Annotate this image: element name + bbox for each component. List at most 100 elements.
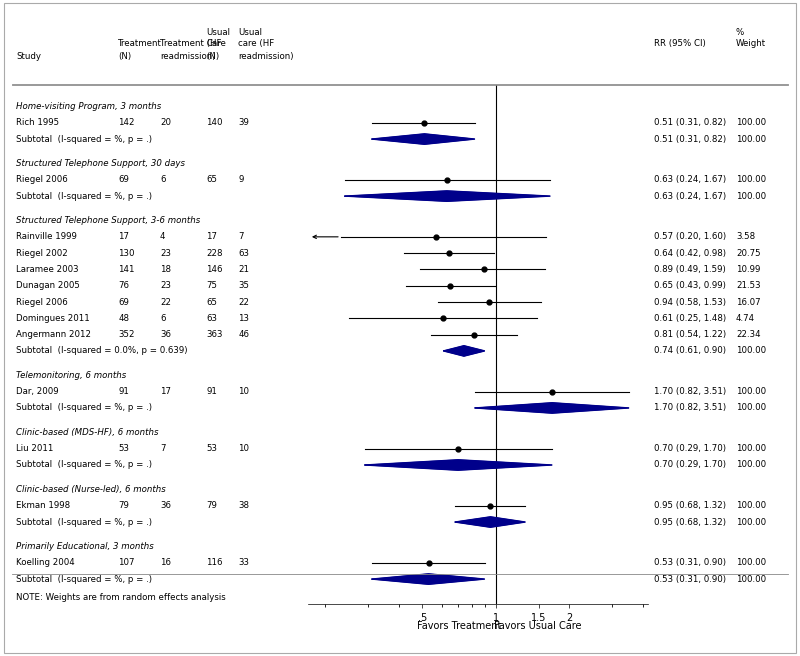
Text: 0.70 (0.29, 1.70): 0.70 (0.29, 1.70) <box>654 444 726 453</box>
Text: Home-visiting Program, 3 months: Home-visiting Program, 3 months <box>16 102 162 111</box>
Text: RR (95% CI): RR (95% CI) <box>654 39 706 49</box>
Text: 53: 53 <box>206 444 218 453</box>
Text: 16.07: 16.07 <box>736 298 761 306</box>
Text: 141: 141 <box>118 265 135 274</box>
Polygon shape <box>372 134 475 144</box>
Text: Liu 2011: Liu 2011 <box>16 444 54 453</box>
Text: Domingues 2011: Domingues 2011 <box>16 314 90 323</box>
Text: 21: 21 <box>238 265 250 274</box>
Text: 0.95 (0.68, 1.32): 0.95 (0.68, 1.32) <box>654 501 726 510</box>
Text: Riegel 2006: Riegel 2006 <box>16 175 68 184</box>
Text: Treatment (HF: Treatment (HF <box>160 39 222 49</box>
Text: 16: 16 <box>160 558 171 567</box>
Text: Study: Study <box>16 52 41 62</box>
Text: 0.61 (0.25, 1.48): 0.61 (0.25, 1.48) <box>654 314 726 323</box>
Text: 21.53: 21.53 <box>736 281 761 290</box>
Text: Subtotal  (I-squared = %, p = .): Subtotal (I-squared = %, p = .) <box>16 192 152 201</box>
Text: 53: 53 <box>118 444 130 453</box>
Text: 17: 17 <box>206 232 218 241</box>
Text: 36: 36 <box>160 330 171 339</box>
Text: 100.00: 100.00 <box>736 518 766 527</box>
Text: 100.00: 100.00 <box>736 175 766 184</box>
Text: Riegel 2002: Riegel 2002 <box>16 249 68 258</box>
Text: 10.99: 10.99 <box>736 265 760 274</box>
Polygon shape <box>475 403 629 413</box>
Text: 39: 39 <box>238 118 250 127</box>
Text: 0.51 (0.31, 0.82): 0.51 (0.31, 0.82) <box>654 134 726 144</box>
Text: 23: 23 <box>160 249 171 258</box>
Text: Primarily Educational, 3 months: Primarily Educational, 3 months <box>16 542 154 551</box>
Text: 140: 140 <box>206 118 223 127</box>
Text: 63: 63 <box>206 314 218 323</box>
Text: 142: 142 <box>118 118 135 127</box>
Text: Subtotal  (I-squared = 0.0%, p = 0.639): Subtotal (I-squared = 0.0%, p = 0.639) <box>16 346 187 356</box>
Text: Favors Treatment: Favors Treatment <box>417 621 502 631</box>
Text: 18: 18 <box>160 265 171 274</box>
Text: NOTE: Weights are from random effects analysis: NOTE: Weights are from random effects an… <box>16 592 226 602</box>
Text: 352: 352 <box>118 330 135 339</box>
Text: 9: 9 <box>238 175 244 184</box>
Text: 100.00: 100.00 <box>736 192 766 201</box>
Text: Ekman 1998: Ekman 1998 <box>16 501 70 510</box>
Polygon shape <box>443 346 485 356</box>
Text: 100.00: 100.00 <box>736 134 766 144</box>
Text: 79: 79 <box>118 501 130 510</box>
Polygon shape <box>455 517 526 527</box>
Text: Usual: Usual <box>206 28 230 37</box>
Text: 22: 22 <box>238 298 250 306</box>
Text: 0.64 (0.42, 0.98): 0.64 (0.42, 0.98) <box>654 249 726 258</box>
Text: 100.00: 100.00 <box>736 575 766 584</box>
Text: 0.51 (0.31, 0.82): 0.51 (0.31, 0.82) <box>654 118 726 127</box>
Text: Care: Care <box>206 39 226 49</box>
Text: 100.00: 100.00 <box>736 403 766 413</box>
Text: 63: 63 <box>238 249 250 258</box>
Text: 17: 17 <box>160 387 171 396</box>
Text: 0.74 (0.61, 0.90): 0.74 (0.61, 0.90) <box>654 346 726 356</box>
Text: 6: 6 <box>160 175 166 184</box>
Text: 48: 48 <box>118 314 130 323</box>
Text: 20: 20 <box>160 118 171 127</box>
Text: Clinic-based (Nurse-led), 6 months: Clinic-based (Nurse-led), 6 months <box>16 485 166 494</box>
Text: readmission): readmission) <box>238 52 294 62</box>
Text: 36: 36 <box>160 501 171 510</box>
Text: Clinic-based (MDS-HF), 6 months: Clinic-based (MDS-HF), 6 months <box>16 428 158 437</box>
Text: 69: 69 <box>118 298 130 306</box>
Text: 228: 228 <box>206 249 223 258</box>
Text: Rich 1995: Rich 1995 <box>16 118 59 127</box>
Text: Koelling 2004: Koelling 2004 <box>16 558 74 567</box>
Text: 1.70 (0.82, 3.51): 1.70 (0.82, 3.51) <box>654 403 726 413</box>
Text: Subtotal  (I-squared = %, p = .): Subtotal (I-squared = %, p = .) <box>16 461 152 470</box>
Text: 4.74: 4.74 <box>736 314 755 323</box>
Text: 65: 65 <box>206 175 218 184</box>
Text: 100.00: 100.00 <box>736 444 766 453</box>
Text: Structured Telephone Support, 30 days: Structured Telephone Support, 30 days <box>16 159 185 168</box>
Text: 100.00: 100.00 <box>736 461 766 470</box>
Text: 10: 10 <box>238 387 250 396</box>
Text: 3.58: 3.58 <box>736 232 755 241</box>
Text: 7: 7 <box>238 232 244 241</box>
Text: 107: 107 <box>118 558 135 567</box>
Text: 0.57 (0.20, 1.60): 0.57 (0.20, 1.60) <box>654 232 726 241</box>
Text: 0.95 (0.68, 1.32): 0.95 (0.68, 1.32) <box>654 518 726 527</box>
Text: Weight: Weight <box>736 39 766 49</box>
Text: Laramee 2003: Laramee 2003 <box>16 265 78 274</box>
Text: 65: 65 <box>206 298 218 306</box>
Text: 0.63 (0.24, 1.67): 0.63 (0.24, 1.67) <box>654 175 726 184</box>
Text: 0.53 (0.31, 0.90): 0.53 (0.31, 0.90) <box>654 558 726 567</box>
Text: Dar, 2009: Dar, 2009 <box>16 387 58 396</box>
Text: 20.75: 20.75 <box>736 249 761 258</box>
Text: care (HF: care (HF <box>238 39 274 49</box>
Text: (N): (N) <box>206 52 219 62</box>
Text: 146: 146 <box>206 265 223 274</box>
Text: 33: 33 <box>238 558 250 567</box>
Text: Usual: Usual <box>238 28 262 37</box>
Text: 76: 76 <box>118 281 130 290</box>
Text: 6: 6 <box>160 314 166 323</box>
Text: 75: 75 <box>206 281 218 290</box>
Text: 4: 4 <box>160 232 166 241</box>
Text: 100.00: 100.00 <box>736 346 766 356</box>
Polygon shape <box>345 191 550 201</box>
Text: 35: 35 <box>238 281 250 290</box>
Text: 100.00: 100.00 <box>736 501 766 510</box>
Polygon shape <box>372 574 485 584</box>
